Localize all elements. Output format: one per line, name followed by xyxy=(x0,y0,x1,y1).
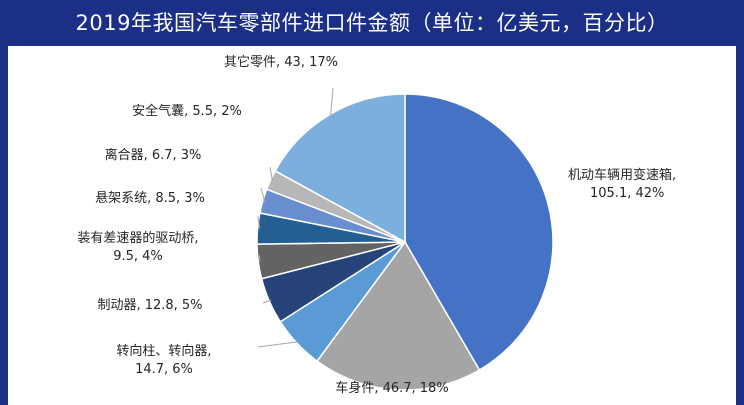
slice-label-1: 机动车辆用变速箱, 105.1, 42% xyxy=(568,167,676,201)
slice-label-5: 装有差速器的驱动桥, 9.5, 4% xyxy=(77,230,198,264)
slice-label-8: 安全气囊, 5.5, 2% xyxy=(132,103,242,119)
leader-line-4 xyxy=(262,299,272,304)
pie-slice-1 xyxy=(404,93,554,371)
slice-label-3: 转向柱、转向器, 14.7, 6% xyxy=(116,343,211,377)
pie-slice-2 xyxy=(316,240,481,391)
slice-label-9: 其它零件, 43, 17% xyxy=(224,54,338,70)
plot-area: 机动车辆用变速箱, 105.1, 42% 车身件, 46.7, 18% 转向柱、转向器… xyxy=(8,46,736,405)
leader-line-9 xyxy=(330,87,334,117)
leader-line-8 xyxy=(269,166,273,181)
slice-label-4: 制动器, 12.8, 5% xyxy=(97,298,202,313)
pie-slice-9 xyxy=(274,93,406,244)
slice-label-6: 悬架系统, 8.5, 3% xyxy=(95,191,205,206)
pie-chart: 机动车辆用变速箱, 105.1, 42% 车身件, 46.7, 18% 转向柱、转向器… xyxy=(77,54,676,396)
leader-line-6 xyxy=(257,215,261,229)
leader-line-3 xyxy=(257,341,299,348)
slice-label-2: 车身件, 46.7, 18% xyxy=(335,380,448,396)
leader-line-5 xyxy=(258,254,261,262)
leader-line-7 xyxy=(260,187,266,202)
chart-title: 2019年我国汽车零部件进口件金额（单位：亿美元，百分比） xyxy=(75,11,669,35)
slice-label-7: 离合器, 6.7, 3% xyxy=(105,147,202,163)
